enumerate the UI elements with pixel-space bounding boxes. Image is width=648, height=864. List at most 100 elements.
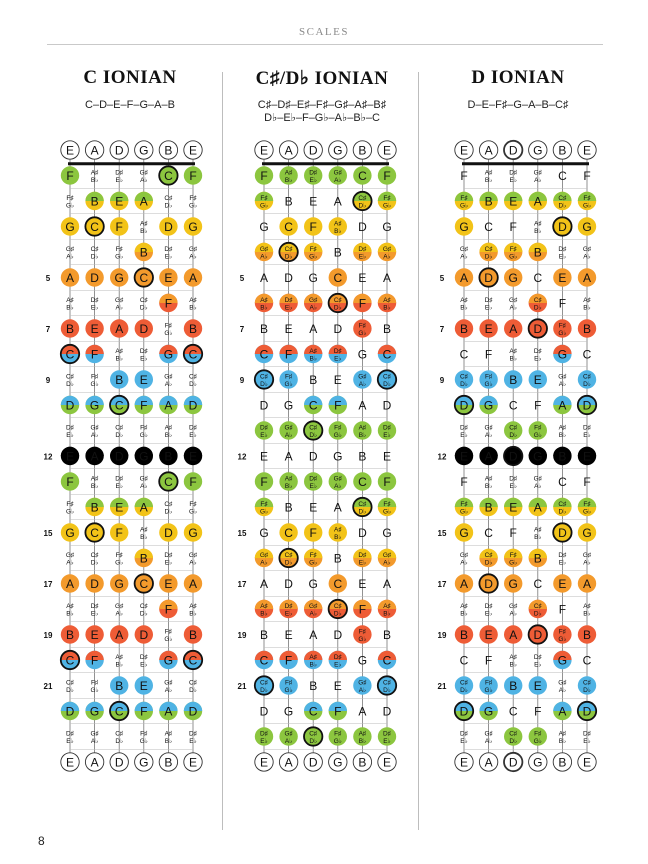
note-label: A xyxy=(66,577,74,591)
note-label: D xyxy=(309,143,318,157)
note-label: E xyxy=(260,755,268,769)
note-label: E xyxy=(358,577,366,591)
note-label: B xyxy=(558,755,566,769)
note-label: D♯ xyxy=(309,476,317,483)
fret-note: A xyxy=(358,398,366,412)
fret-note: E xyxy=(285,628,293,642)
note-label: F♯ xyxy=(383,501,390,508)
scale-note-dot: B xyxy=(60,319,80,338)
scale-note-dot: C xyxy=(84,216,105,237)
note-label: A xyxy=(358,704,366,718)
scale-note-dot: F xyxy=(60,166,80,185)
scale-note-dot: G xyxy=(183,217,203,236)
note-label: F xyxy=(140,398,147,412)
note-label: E♭ xyxy=(285,611,292,618)
note-label: F♯ xyxy=(116,246,123,253)
fret-note: A♯B♭ xyxy=(534,221,542,236)
note-label: D xyxy=(484,271,493,285)
fret-note: F xyxy=(460,475,467,489)
fret-number: 19 xyxy=(44,631,53,640)
note-label: A♯ xyxy=(460,297,468,304)
fret-note: A xyxy=(383,271,391,285)
scale-note-dot: B xyxy=(577,625,597,644)
note-label: D xyxy=(66,398,75,412)
scale-note-dot: C♯D♭ xyxy=(577,370,597,389)
note-label: E♭ xyxy=(165,254,172,261)
scale-note-dot: A xyxy=(553,395,572,415)
note-label: D xyxy=(115,143,124,157)
note-label: D xyxy=(164,220,173,234)
note-label: F♯ xyxy=(359,323,366,330)
fret-note: G xyxy=(284,398,293,412)
scale-note-dot: C xyxy=(133,267,154,288)
fretboard-d-ionian: E A D G B EF A♯B♭D♯E♭G♯A♭ C FF♯G♭ B E A C♯D♭F♯G♭G C F A… xyxy=(438,139,598,773)
note-label: A xyxy=(189,577,197,591)
scale-note-dot: A xyxy=(84,140,105,160)
note-label: A♭ xyxy=(140,483,147,490)
column-divider xyxy=(222,72,223,830)
note-label: F♯ xyxy=(91,374,98,381)
scale-note-dot: E xyxy=(134,676,153,695)
note-label: G♭ xyxy=(534,432,542,439)
fret-note: A♯B♭ xyxy=(91,476,99,491)
note-label: A♭ xyxy=(559,687,566,694)
note-label: A xyxy=(509,322,517,336)
note-label: A♯ xyxy=(559,425,567,432)
fret-note: A♯B♭ xyxy=(559,731,567,746)
fret-note: B xyxy=(285,194,293,208)
scale-note-dot: F♯G♭ xyxy=(254,497,274,517)
fret-note: G♯A♭ xyxy=(484,425,492,440)
note-label: D xyxy=(460,398,469,412)
note-label: G♭ xyxy=(534,738,542,745)
fret-note: D♯E♭ xyxy=(164,552,172,567)
fret-note: E xyxy=(285,322,293,336)
page-header: SCALES xyxy=(299,26,349,38)
fret-note: C♯D♭ xyxy=(164,501,172,516)
scale-note-dot: B xyxy=(85,497,104,517)
note-label: F xyxy=(359,296,366,310)
note-label: E xyxy=(66,449,74,463)
note-label: B♭ xyxy=(460,305,467,312)
fret-note: C xyxy=(583,347,592,361)
fret-note: A xyxy=(334,194,342,208)
note-label: A♭ xyxy=(383,254,390,261)
note-label: C xyxy=(484,526,493,540)
fret-note: C xyxy=(533,577,542,591)
note-label: E xyxy=(358,271,366,285)
note-label: A xyxy=(309,628,317,642)
fret-note: G xyxy=(328,140,348,160)
note-label: C♯ xyxy=(260,374,268,381)
scale-note-dot: A♯B♭ xyxy=(254,599,274,619)
scale-note-dot: C xyxy=(279,523,298,542)
scale-note-dot: G xyxy=(479,701,498,721)
note-label: C♯ xyxy=(91,552,99,559)
note-label: G♯ xyxy=(460,246,468,253)
note-label: A♯ xyxy=(260,297,268,304)
fret-note: G♯A♭ xyxy=(115,297,123,312)
fret-note: G♯A♭ xyxy=(534,170,542,185)
note-label: F xyxy=(534,398,541,412)
note-label: G xyxy=(582,526,591,540)
scale-note-dot: D xyxy=(109,752,129,772)
note-label: G♭ xyxy=(358,636,366,643)
note-label: A♯ xyxy=(115,348,123,355)
note-label: A♭ xyxy=(165,687,172,694)
note-label: A xyxy=(583,271,591,285)
note-label: C xyxy=(533,271,542,285)
note-label: F xyxy=(310,526,317,540)
note-label: G xyxy=(558,347,567,361)
scale-note-dot: C♯D♭ xyxy=(352,190,373,212)
note-label: G♯ xyxy=(534,170,542,177)
fret-note: E xyxy=(254,140,274,160)
note-label: G xyxy=(139,755,148,769)
fretboard-csharp-ionian: E A D G B EF A♯B♭D♯E♭G♯A♭ C FF♯G♭ B E A C♯D♭F♯G♭G C F A… xyxy=(238,140,398,772)
scale-note-dot: F♯G♭ xyxy=(254,191,274,211)
scale-note-dot: A xyxy=(528,497,547,517)
note-label: D♯ xyxy=(383,425,391,432)
fret-note: D♯E♭ xyxy=(140,348,148,363)
note-label: A xyxy=(534,194,542,208)
note-label: E xyxy=(383,143,391,157)
note-label: F xyxy=(310,220,317,234)
fret-note: B xyxy=(383,628,391,642)
note-label: D♯ xyxy=(583,731,591,738)
